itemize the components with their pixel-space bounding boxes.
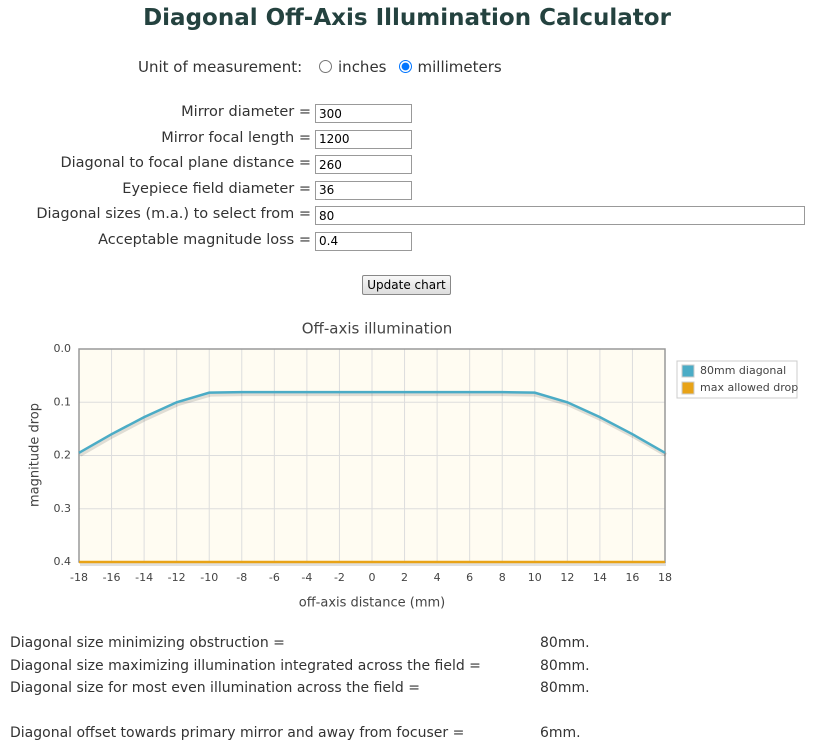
- result-label: Diagonal size minimizing obstruction =: [10, 635, 285, 651]
- unit-option[interactable]: inches: [338, 58, 387, 76]
- y-tick-label: 0.0: [54, 342, 72, 355]
- y-tick-label: 0.4: [54, 555, 72, 568]
- unit-radio[interactable]: [319, 60, 333, 73]
- x-tick-label: 2: [401, 571, 408, 584]
- x-tick-label: -16: [103, 571, 121, 584]
- series-shadow: [79, 392, 667, 457]
- offset-label: Diagonal offset towards primary mirror a…: [10, 725, 465, 741]
- result-label: Diagonal size maximizing illumination in…: [10, 657, 481, 674]
- y-tick-label: 0.2: [54, 449, 72, 462]
- x-tick-label: -14: [135, 571, 153, 584]
- field-input[interactable]: [315, 129, 412, 149]
- x-tick-label: -18: [70, 571, 88, 584]
- field-label: Mirror focal length =: [161, 129, 311, 146]
- legend-swatch: [681, 381, 695, 395]
- x-tick-label: 6: [466, 571, 473, 584]
- field-label: Diagonal sizes (m.a.) to select from =: [36, 206, 311, 222]
- unit-label: Unit of measurement:: [138, 58, 303, 76]
- x-tick-label: 18: [658, 571, 672, 584]
- series-line: [78, 390, 666, 454]
- field-input[interactable]: [315, 206, 805, 225]
- field-input[interactable]: [315, 180, 412, 200]
- legend-label: 80mm diagonal: [700, 364, 786, 377]
- x-tick-label: -8: [236, 571, 247, 584]
- field-input[interactable]: [315, 155, 412, 174]
- legend-label: max allowed drop: [700, 381, 798, 394]
- unit-radio[interactable]: [398, 60, 412, 73]
- x-axis-label: off-axis distance (mm): [299, 596, 445, 611]
- unit-row: Unit of measurement: inches millimeters: [138, 58, 502, 76]
- result-value: 80mm.: [540, 680, 590, 696]
- x-tick-label: 0: [369, 571, 376, 584]
- x-tick-label: -2: [334, 571, 345, 584]
- unit-option[interactable]: millimeters: [417, 58, 502, 76]
- field-label: Eyepiece field diameter =: [122, 180, 311, 197]
- page-title: Diagonal Off-Axis Illumination Calculato…: [143, 5, 671, 31]
- x-tick-label: 10: [528, 571, 542, 584]
- x-tick-label: -6: [269, 571, 280, 584]
- legend-box: [676, 360, 798, 399]
- y-tick-label: 0.3: [54, 502, 72, 515]
- y-axis-label: magnitude drop: [28, 403, 43, 507]
- x-tick-label: 4: [434, 571, 441, 584]
- chart-title: Off-axis illumination: [302, 320, 453, 338]
- result-value: 80mm.: [540, 635, 590, 651]
- result-label: Diagonal size for most even illumination…: [10, 680, 420, 696]
- result-value: 80mm.: [540, 657, 590, 674]
- update-button[interactable]: Update chart: [362, 275, 451, 295]
- field-label: Acceptable magnitude loss =: [98, 231, 311, 248]
- field-input[interactable]: [315, 231, 412, 251]
- x-tick-label: -12: [168, 571, 186, 584]
- x-tick-label: -10: [200, 571, 218, 584]
- y-tick-label: 0.1: [54, 395, 72, 408]
- x-tick-label: 8: [499, 571, 506, 584]
- field-label: Diagonal to focal plane distance =: [60, 155, 311, 171]
- chart: Off-axis illumination -18 -16 -14 -12 -10 -8 -6…: [28, 320, 799, 611]
- x-tick-label: 14: [593, 571, 607, 584]
- x-tick-label: -4: [301, 571, 312, 584]
- x-tick-label: 12: [560, 571, 574, 584]
- field-label: Mirror diameter =: [181, 104, 311, 120]
- field-input[interactable]: [315, 104, 412, 123]
- offset-value: 6mm.: [540, 725, 581, 741]
- x-tick-label: 16: [625, 571, 639, 584]
- legend-swatch: [681, 364, 695, 378]
